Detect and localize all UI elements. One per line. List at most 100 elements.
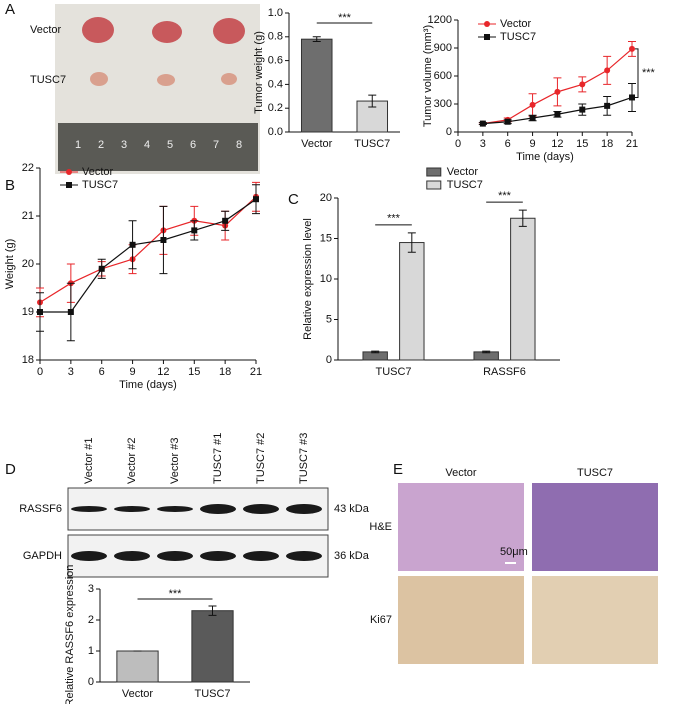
ki67-image (398, 576, 524, 664)
ki67-image (532, 576, 658, 664)
ruler-number: 2 (98, 139, 104, 151)
significance: *** (642, 67, 656, 79)
legend-label: Vector (500, 18, 532, 30)
scale-label: 50μm (500, 546, 528, 558)
point (629, 94, 635, 101)
point (579, 81, 586, 88)
ruler-number: 7 (213, 139, 219, 151)
error-bar (368, 94, 377, 108)
x-tick-label: 0 (455, 138, 461, 150)
legend-marker (66, 182, 72, 188)
bar (116, 650, 159, 683)
y-tick-label: 5 (326, 313, 332, 325)
point (160, 237, 167, 243)
blot-band (286, 504, 322, 514)
ruler (58, 123, 258, 171)
bar (510, 217, 536, 361)
x-tick-label: 12 (551, 138, 563, 150)
error-bar (482, 350, 491, 354)
y-tick-label: 22 (22, 162, 34, 174)
ruler-number: 3 (121, 139, 127, 151)
x-axis-label: Time (days) (516, 151, 574, 163)
row-label: H&E (369, 521, 392, 533)
legend-marker (484, 21, 490, 27)
blot-band (114, 551, 150, 561)
x-tick-label: 18 (219, 366, 231, 378)
legend-label: TUSC7 (500, 31, 536, 43)
line (39, 196, 257, 303)
blot-band (71, 551, 107, 561)
photo-row-label: Vector (30, 24, 62, 36)
point (629, 45, 635, 52)
y-tick-label: 0 (446, 126, 452, 138)
blot-size: 36 kDa (334, 550, 370, 562)
x-tick-label: RASSF6 (483, 366, 526, 378)
x-tick-label: 6 (505, 138, 511, 150)
y-tick-label: 0 (88, 676, 94, 688)
x-tick-label: 3 (68, 366, 74, 378)
y-axis-label: Weight (g) (4, 239, 16, 290)
ruler-number: 5 (167, 139, 173, 151)
tumors (82, 17, 245, 44)
lane-label: TUSC7 #1 (212, 433, 224, 484)
error-bar (518, 209, 527, 227)
point (529, 115, 536, 121)
ruler-number: 4 (144, 139, 150, 151)
point (191, 227, 198, 234)
blot-band (243, 551, 279, 561)
y-tick-label: 900 (434, 42, 452, 54)
blot-band (200, 504, 236, 514)
column-label: Vector (445, 467, 477, 479)
x-tick-label: 6 (99, 366, 105, 378)
x-tick-label: TUSC7 (194, 688, 230, 700)
blot-row-label: RASSF6 (19, 503, 62, 515)
y-tick-label: 0.2 (268, 102, 283, 114)
point (504, 118, 511, 125)
y-axis-label: Tumor volume (mm³) (422, 25, 434, 127)
legend-label: TUSC7 (447, 179, 483, 191)
y-tick-label: 600 (434, 70, 452, 82)
he-image (398, 483, 524, 571)
legend-label: Vector (82, 166, 114, 178)
error-bar (407, 232, 416, 253)
y-tick-label: 1.0 (268, 7, 283, 19)
point (579, 106, 586, 113)
legend-marker (484, 34, 490, 40)
photo-row-label: TUSC7 (30, 74, 66, 86)
x-tick-label: 18 (601, 138, 613, 150)
significance: *** (387, 213, 401, 225)
significance: *** (169, 588, 183, 600)
x-tick-label: 15 (576, 138, 588, 150)
row-label: Ki67 (370, 614, 392, 626)
blot-frame (67, 487, 329, 531)
y-tick-label: 0.4 (268, 78, 283, 90)
panel-label: B (5, 177, 15, 194)
y-tick-label: 2 (88, 614, 94, 626)
x-axis-label: Time (days) (119, 379, 177, 391)
x-tick-label: 21 (626, 138, 638, 150)
y-tick-label: 10 (320, 273, 332, 285)
error-bar (312, 36, 321, 43)
x-tick-label: 12 (157, 366, 169, 378)
blot-band (114, 506, 150, 512)
point (554, 88, 561, 95)
y-tick-label: 0.8 (268, 31, 283, 43)
y-tick-label: 1200 (428, 14, 452, 26)
x-tick-label: Vector (301, 138, 333, 150)
x-tick-label: 9 (130, 366, 136, 378)
y-axis-label: Tumor weight (g) (253, 31, 265, 114)
ruler-number: 8 (236, 139, 242, 151)
x-tick-label: TUSC7 (375, 366, 411, 378)
error-bar (208, 605, 217, 616)
x-tick-label: 21 (250, 366, 262, 378)
y-axis-label: Relative expression level (302, 218, 314, 340)
y-tick-label: 3 (88, 583, 94, 595)
point (253, 196, 259, 203)
blot-band (243, 504, 279, 514)
lane-label: Vector #2 (126, 438, 138, 484)
y-tick-label: 1 (88, 645, 94, 657)
ruler-number: 1 (75, 139, 81, 151)
legend-swatch (426, 167, 442, 177)
point (98, 265, 105, 272)
legend-label: Vector (447, 166, 479, 178)
